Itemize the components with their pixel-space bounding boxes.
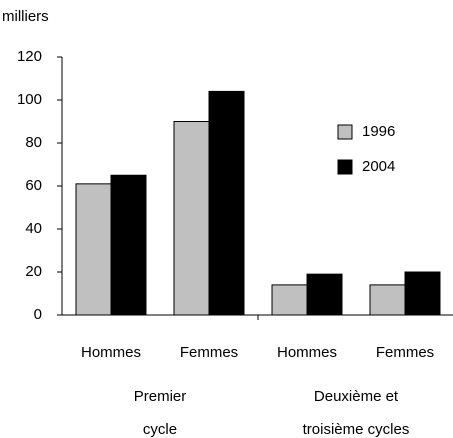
bar xyxy=(75,183,112,316)
bar xyxy=(173,121,210,316)
y-tick-label: 40 xyxy=(25,220,42,237)
group-label: cycle xyxy=(143,421,177,438)
bar xyxy=(208,90,245,316)
x-tick-label: Hommes xyxy=(81,344,141,361)
legend-swatch xyxy=(337,124,353,140)
x-tick-label: Hommes xyxy=(277,344,337,361)
y-axis-label: milliers xyxy=(2,8,49,25)
bar xyxy=(110,174,147,316)
y-tick-label: 100 xyxy=(17,91,42,108)
y-tick-label: 120 xyxy=(17,48,42,65)
y-tick-label: 0 xyxy=(34,306,42,323)
group-label: Deuxième et xyxy=(314,388,399,405)
y-tick-label: 20 xyxy=(25,263,42,280)
y-tick-label: 60 xyxy=(25,177,42,194)
bar xyxy=(404,271,441,316)
x-tick-label: Femmes xyxy=(180,344,238,361)
bar xyxy=(271,284,308,316)
legend-label: 1996 xyxy=(362,123,395,140)
bar xyxy=(369,284,406,316)
group-label: Premier xyxy=(134,388,187,405)
y-tick-label: 80 xyxy=(25,134,42,151)
bar xyxy=(306,273,343,316)
x-tick-label: Femmes xyxy=(376,344,434,361)
legend-swatch xyxy=(337,159,353,175)
legend-label: 2004 xyxy=(362,158,395,175)
group-label: troisième cycles xyxy=(303,421,410,438)
